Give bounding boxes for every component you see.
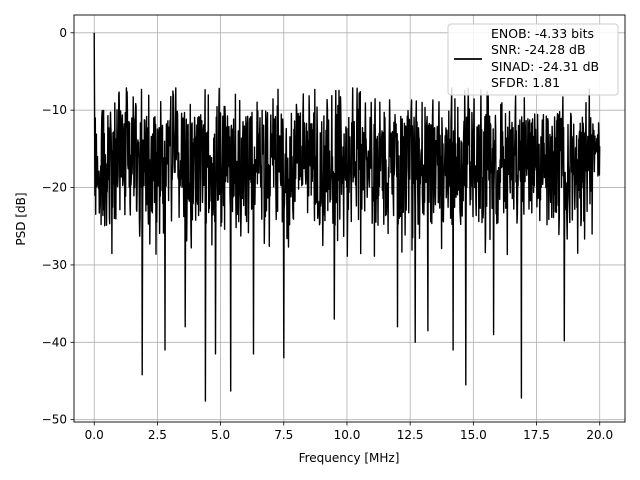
legend-snr: SNR: -24.28 dB [491,42,586,57]
psd-series-line [93,32,601,402]
y-tick-label: −50 [42,413,67,427]
y-axis: 0 −10 −20 −30 −40 −50 [42,26,74,427]
x-tick-label: 7.5 [274,428,293,442]
x-tick-label: 15.0 [460,428,487,442]
legend-enob: ENOB: -4.33 bits [491,26,594,41]
x-tick-label: 17.5 [523,428,550,442]
legend-sfdr: SFDR: 1.81 [491,75,560,90]
plot-area [93,32,601,402]
x-tick-label: 20.0 [586,428,613,442]
y-tick-label: −20 [42,181,67,195]
x-tick-label: 2.5 [148,428,167,442]
y-tick-label: −30 [42,258,67,272]
y-tick-label: 0 [59,26,67,40]
y-axis-label: PSD [dB] [14,192,28,245]
x-tick-label: 10.0 [334,428,361,442]
legend-box [447,23,619,96]
legend-sinad: SINAD: -24.31 dB [491,59,599,74]
x-tick-label: 5.0 [211,428,230,442]
x-axis: 0.0 2.5 5.0 7.5 10.0 12.5 15.0 17.5 20.0 [85,422,613,442]
y-tick-label: −10 [42,103,67,117]
y-tick-label: −40 [42,335,67,349]
x-tick-label: 12.5 [397,428,424,442]
axes-frame [73,14,626,423]
legend: ENOB: -4.33 bits SNR: -24.28 dB SINAD: -… [447,23,619,96]
x-tick-label: 0.0 [85,428,104,442]
x-axis-label: Frequency [MHz] [299,451,400,465]
